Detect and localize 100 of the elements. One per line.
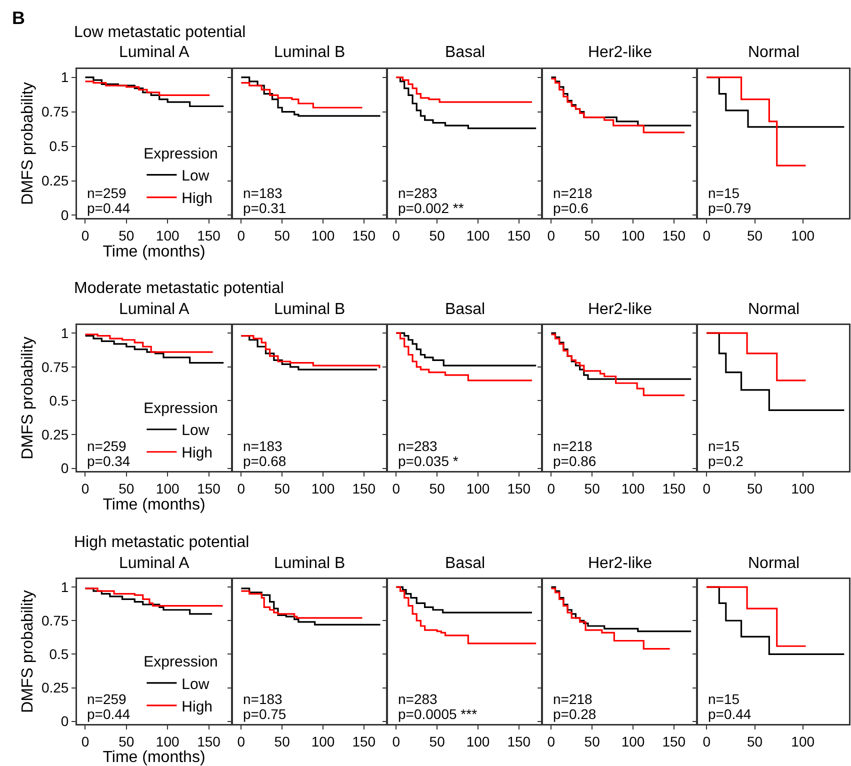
x-tick-label: 0 — [81, 227, 90, 244]
x-tick-label: 0 — [237, 480, 246, 496]
y-tick-label: 0.5 — [49, 646, 69, 662]
legend-label: Low — [182, 422, 210, 440]
annotation: n=15 — [708, 438, 740, 454]
legend-label: High — [182, 190, 213, 208]
annotation: p=0.86 — [553, 453, 596, 469]
x-tick-label: 100 — [156, 227, 180, 244]
annotation: p=0.31 — [243, 200, 286, 216]
annotation: n=259 — [87, 185, 127, 201]
annotation: n=259 — [87, 691, 127, 707]
legend-title: Expression — [144, 400, 218, 418]
x-tick-label: 100 — [621, 480, 645, 496]
x-axis-title: Time (months) — [102, 749, 206, 766]
x-tick-label: 100 — [621, 733, 645, 750]
x-tick-label: 150 — [507, 480, 531, 496]
x-tick-label: 150 — [197, 733, 221, 750]
annotation: p=0.28 — [553, 706, 596, 722]
y-tick-label: 1 — [60, 578, 69, 595]
x-tick-label: 100 — [621, 227, 645, 244]
y-tick-label: 0.75 — [41, 104, 69, 120]
y-tick-label: 0.25 — [41, 426, 69, 442]
x-axis-title: Time (months) — [102, 496, 206, 514]
annotation: p=0.75 — [243, 706, 286, 722]
text: B — [12, 8, 25, 28]
legend-title: Expression — [144, 146, 218, 163]
annotation: n=218 — [553, 185, 593, 201]
legend-label: Low — [182, 168, 210, 185]
x-tick-label: 0 — [547, 480, 556, 496]
chart-title: Moderate metastatic potential — [74, 280, 284, 297]
x-tick-label: 150 — [507, 733, 531, 750]
x-tick-label: 50 — [118, 733, 134, 750]
annotation: n=183 — [243, 691, 283, 707]
annotation: p=0.44 — [87, 706, 130, 722]
x-tick-label: 0 — [392, 733, 400, 750]
annotation: p=0.44 — [87, 200, 130, 216]
x-tick-label: 50 — [584, 480, 600, 496]
annotation: p=0.44 — [708, 706, 752, 722]
chart-title: Luminal B — [274, 301, 346, 318]
y-axis-title: DMFS probability — [20, 590, 37, 713]
chart-title: Luminal B — [274, 44, 346, 61]
x-tick-label: 50 — [118, 480, 134, 496]
annotation: n=218 — [553, 691, 593, 707]
annotation: n=183 — [243, 185, 283, 201]
y-tick-label: 1 — [60, 325, 69, 342]
x-tick-label: 50 — [584, 227, 600, 244]
x-tick-label: 100 — [311, 480, 335, 496]
x-tick-label: 150 — [352, 480, 376, 496]
x-tick-label: 150 — [197, 480, 221, 496]
x-tick-label: 50 — [118, 227, 134, 244]
annotation: n=183 — [243, 438, 283, 454]
annotation: n=259 — [87, 438, 127, 454]
x-tick-label: 100 — [311, 227, 335, 244]
x-tick-label: 0 — [392, 480, 400, 496]
y-tick-label: 0.75 — [41, 358, 69, 375]
x-tick-label: 150 — [507, 227, 531, 244]
chart-title: Normal — [748, 44, 800, 61]
x-tick-label: 0 — [81, 733, 90, 750]
x-tick-label: 150 — [352, 227, 376, 244]
chart-subtitle: Luminal A — [119, 555, 190, 572]
chart-title: High metastatic potential — [74, 534, 250, 551]
y-tick-label: 0.75 — [41, 612, 69, 629]
y-axis-title: DMFS probability — [20, 82, 37, 205]
x-tick-label: 50 — [746, 227, 763, 244]
annotation: n=283 — [398, 185, 438, 201]
y-axis-title: DMFS probability — [20, 336, 37, 460]
x-tick-label: 150 — [352, 733, 376, 750]
legend-label: Low — [182, 676, 210, 693]
x-tick-label: 50 — [274, 733, 290, 750]
x-tick-label: 100 — [466, 227, 490, 244]
legend-label: High — [182, 444, 213, 462]
annotation: p=0.0005 *** — [398, 706, 478, 722]
chart-subtitle: Luminal A — [119, 44, 190, 61]
chart-title: Low metastatic potential — [74, 24, 246, 41]
y-tick-label: 0.5 — [49, 138, 69, 154]
x-tick-label: 150 — [662, 227, 686, 244]
x-tick-label: 0 — [702, 227, 711, 244]
chart-title: Her2-like — [588, 301, 652, 318]
chart-title: Basal — [445, 44, 486, 61]
chart-subtitle: Luminal A — [119, 301, 190, 318]
annotation: p=0.79 — [708, 200, 752, 216]
y-tick-label: 0.5 — [49, 392, 69, 409]
annotation: n=283 — [398, 438, 438, 454]
y-tick-label: 0.25 — [41, 680, 69, 696]
annotation: p=0.2 — [708, 453, 744, 469]
annotation: n=15 — [708, 691, 740, 707]
chart-title: Her2-like — [588, 44, 652, 61]
y-tick-label: 0.25 — [41, 172, 69, 189]
x-tick-label: 50 — [584, 733, 600, 750]
x-tick-label: 0 — [547, 733, 556, 750]
x-tick-label: 0 — [81, 480, 90, 496]
x-tick-label: 100 — [311, 733, 335, 750]
x-tick-label: 150 — [197, 227, 221, 244]
x-tick-label: 50 — [746, 480, 763, 496]
y-tick-label: 0 — [60, 207, 69, 224]
y-tick-label: 0 — [60, 460, 69, 476]
x-tick-label: 0 — [702, 733, 711, 750]
annotation: p=0.6 — [553, 200, 589, 216]
x-tick-label: 100 — [791, 733, 815, 750]
x-tick-label: 0 — [237, 733, 246, 750]
